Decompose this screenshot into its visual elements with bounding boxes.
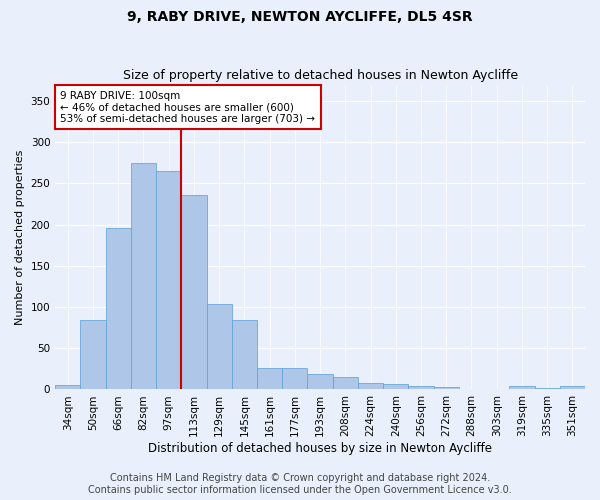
Bar [282, 368, 307, 390]
X-axis label: Distribution of detached houses by size in Newton Aycliffe: Distribution of detached houses by size … [148, 442, 492, 455]
Bar [484, 388, 509, 390]
Text: 9, RABY DRIVE, NEWTON AYCLIFFE, DL5 4SR: 9, RABY DRIVE, NEWTON AYCLIFFE, DL5 4SR [127, 10, 473, 24]
Bar [80, 320, 106, 390]
Bar [106, 228, 131, 390]
Title: Size of property relative to detached houses in Newton Aycliffe: Size of property relative to detached ho… [122, 69, 518, 82]
Bar [55, 384, 80, 390]
Bar [332, 377, 358, 390]
Y-axis label: Number of detached properties: Number of detached properties [15, 150, 25, 324]
Bar [131, 163, 156, 390]
Bar [156, 171, 181, 390]
Bar [434, 387, 459, 390]
Bar [535, 388, 560, 390]
Bar [409, 386, 434, 390]
Text: Contains HM Land Registry data © Crown copyright and database right 2024.
Contai: Contains HM Land Registry data © Crown c… [88, 474, 512, 495]
Bar [459, 388, 484, 390]
Bar [560, 386, 585, 390]
Bar [257, 368, 282, 390]
Bar [383, 384, 409, 390]
Bar [509, 386, 535, 390]
Bar [181, 195, 206, 390]
Bar [232, 320, 257, 390]
Bar [358, 383, 383, 390]
Bar [307, 374, 332, 390]
Bar [206, 304, 232, 390]
Text: 9 RABY DRIVE: 100sqm
← 46% of detached houses are smaller (600)
53% of semi-deta: 9 RABY DRIVE: 100sqm ← 46% of detached h… [61, 90, 316, 124]
